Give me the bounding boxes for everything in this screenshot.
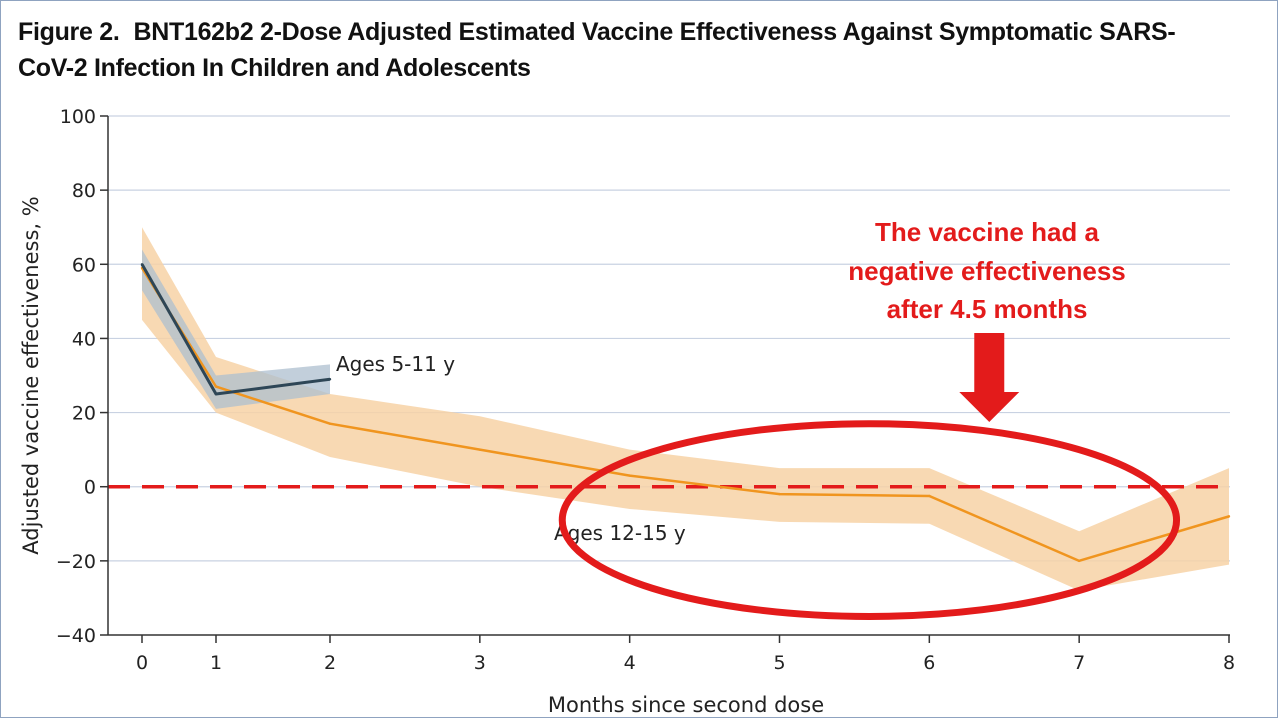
ci-band-series-1 [142, 249, 330, 409]
annotation-line-1: The vaccine had a [875, 217, 1100, 247]
x-tick-label-0: 0 [136, 652, 148, 674]
figure-label: Figure 2. [18, 18, 120, 46]
figure-title-line2: CoV-2 Infection In Children and Adolesce… [18, 54, 531, 82]
figure-title-line1: BNT162b2 2-Dose Adjusted Estimated Vacci… [133, 18, 1176, 46]
data-point-series-0-4 [628, 474, 631, 477]
x-tick-label-4: 4 [624, 652, 636, 674]
x-tick-label-5: 5 [773, 652, 785, 674]
x-tick-label-3: 3 [474, 652, 486, 674]
x-tick-label-7: 7 [1073, 652, 1085, 674]
y-tick-label--20: −20 [56, 551, 96, 573]
x-axis-label: Months since second dose [548, 693, 824, 717]
figure-title: Figure 2. BNT162b2 2-Dose Adjusted Estima… [18, 14, 1268, 86]
annotation-ellipse [558, 420, 1181, 620]
annotation-arrow-head [959, 392, 1020, 422]
data-point-series-0-2 [328, 422, 332, 425]
x-tick-label-8: 8 [1223, 652, 1235, 674]
ci-band-series-0 [142, 227, 1229, 591]
annotation-arrow-shaft [974, 333, 1005, 393]
data-point-series-1-2 [328, 378, 332, 381]
x-tick-label-2: 2 [324, 652, 336, 674]
data-point-series-0-3 [478, 448, 482, 451]
y-tick-label-100: 100 [60, 106, 96, 128]
confidence-bands [108, 227, 1230, 591]
y-tick-label-0: 0 [84, 477, 96, 499]
data-point-series-1-0 [140, 263, 144, 266]
series-lines [140, 263, 1231, 563]
annotation-line-3: after 4.5 months [887, 294, 1088, 324]
series-label-ages-5-11: Ages 5-11 y [336, 352, 455, 376]
x-tick-label-6: 6 [923, 652, 935, 674]
series-label-ages-12-15: Ages 12-15 y [554, 521, 686, 545]
y-tick-label--40: −40 [56, 625, 96, 647]
data-point-series-0-7 [1077, 559, 1081, 563]
data-point-series-0-8 [1227, 515, 1231, 518]
y-axis-label: Adjusted vaccine effectiveness, % [19, 196, 43, 554]
data-point-series-0-1 [214, 385, 218, 388]
tick-labels: −40 −20 0 20 40 60 80 100 0 1 2 3 4 5 6 7 8 [56, 106, 1235, 674]
axes [107, 116, 1230, 636]
annotation-line-2: negative effectiveness [848, 256, 1125, 286]
data-point-series-1-1 [214, 392, 218, 396]
data-point-series-0-6 [928, 494, 931, 498]
x-tick-label-1: 1 [210, 652, 222, 674]
annotation: The vaccine had a negative effectiveness… [558, 217, 1181, 620]
y-tick-label-60: 60 [72, 254, 96, 276]
y-tick-label-40: 40 [72, 328, 96, 350]
data-point-series-0-5 [778, 492, 781, 496]
y-tick-label-80: 80 [72, 180, 96, 202]
y-tick-label-20: 20 [72, 403, 96, 425]
